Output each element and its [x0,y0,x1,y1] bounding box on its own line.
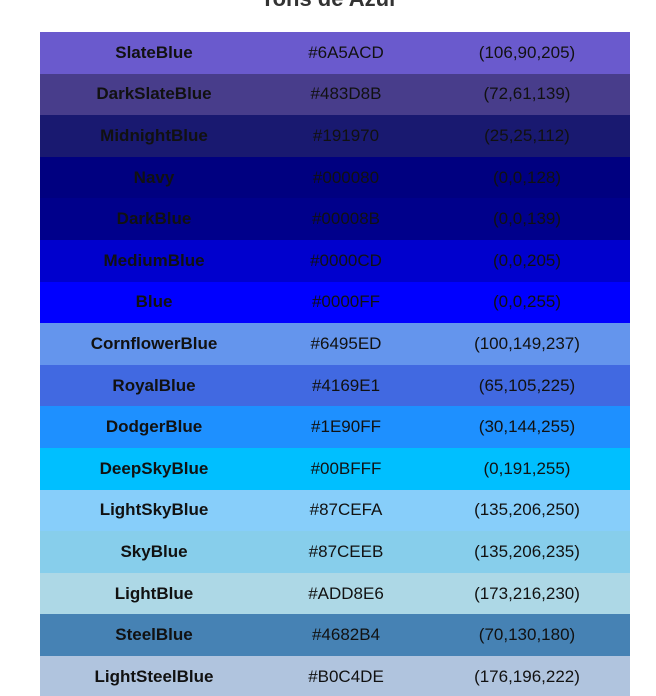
color-row: SlateBlue #6A5ACD (106,90,205) [40,32,630,74]
color-name-cell: LightSkyBlue [99,500,209,520]
color-hex-cell: #00BFFF [310,458,382,478]
color-name-cell: SkyBlue [120,541,188,561]
color-rgb-cell: (135,206,250) [474,500,580,520]
color-hex-cell: #1E90FF [311,417,381,437]
color-row: SkyBlue #87CEEB (135,206,235) [40,531,630,573]
color-name-cell: RoyalBlue [112,375,196,395]
color-name-cell: MidnightBlue [100,125,208,145]
color-rgb-cell: (25,25,112) [484,125,570,145]
color-row: LightBlue #ADD8E6 (173,216,230) [40,572,630,615]
color-hex-cell: #483D8B [310,84,382,104]
color-name-cell: Blue [135,292,173,312]
color-rgb-cell: (0,0,255) [492,292,562,312]
color-hex-cell: #000080 [312,167,380,187]
color-name-cell: LightBlue [114,583,194,603]
color-row: LightSteelBlue #B0C4DE (176,196,222) [40,655,630,696]
color-table: SlateBlue #6A5ACD (106,90,205) DarkSlateBlu… [40,32,630,696]
color-row: CornflowerBlue #6495ED (100,149,237) [40,323,630,365]
color-row: LightSkyBlue #87CEFA (135,206,250) [40,489,630,532]
color-name-cell: SlateBlue [115,42,193,62]
color-name-cell: LightSteelBlue [94,666,214,686]
color-rgb-cell: (65,105,225) [478,375,576,395]
color-row: DarkBlue #00008B (0,0,139) [40,198,630,240]
color-rgb-cell: (173,216,230) [474,583,580,603]
color-row: Blue #0000FF (0,0,255) [40,281,630,324]
color-rgb-cell: (0,0,128) [492,167,562,187]
color-row: SteelBlue #4682B4 (70,130,180) [40,614,630,656]
color-rgb-cell: (70,130,180) [478,625,576,645]
color-hex-cell: #0000CD [310,250,382,270]
color-row: DarkSlateBlue #483D8B (72,61,139) [40,73,630,116]
color-hex-cell: #ADD8E6 [308,583,384,603]
color-hex-cell: #0000FF [311,292,381,312]
color-rgb-cell: (106,90,205) [478,42,576,62]
color-rgb-cell: (72,61,139) [483,84,571,104]
color-hex-cell: #87CEEB [308,541,384,561]
color-rgb-cell: (0,191,255) [483,458,571,478]
color-hex-cell: #6495ED [310,333,382,353]
color-hex-cell: #B0C4DE [308,666,384,686]
color-hex-cell: #4169E1 [311,375,381,395]
color-hex-cell: #00008B [311,209,381,229]
color-hex-cell: #6A5ACD [308,42,384,62]
color-hex-cell: #191970 [312,125,380,145]
color-rgb-cell: (176,196,222) [474,666,580,686]
color-hex-cell: #87CEFA [309,500,383,520]
color-rgb-cell: (0,0,205) [492,250,562,270]
color-row: MediumBlue #0000CD (0,0,205) [40,239,630,282]
color-rgb-cell: (135,206,235) [474,541,580,561]
color-name-cell: DeepSkyBlue [99,458,209,478]
color-name-cell: Navy [133,167,175,187]
color-name-cell: CornflowerBlue [90,333,218,353]
page-heading: Tons de Azul [0,0,656,12]
color-name-cell: DodgerBlue [105,417,203,437]
color-row: RoyalBlue #4169E1 (65,105,225) [40,364,630,407]
color-name-cell: DarkSlateBlue [96,84,212,104]
color-hex-cell: #4682B4 [311,625,381,645]
color-rgb-cell: (0,0,139) [492,209,562,229]
color-row: DeepSkyBlue #00BFFF (0,191,255) [40,447,630,490]
color-row: DodgerBlue #1E90FF (30,144,255) [40,406,630,448]
color-row: MidnightBlue #191970 (25,25,112) [40,115,630,157]
color-rgb-cell: (30,144,255) [478,417,576,437]
color-row: Navy #000080 (0,0,128) [40,156,630,199]
color-rgb-cell: (100,149,237) [474,333,580,353]
color-name-cell: DarkBlue [116,209,192,229]
color-name-cell: MediumBlue [103,250,205,270]
color-name-cell: SteelBlue [115,625,193,645]
